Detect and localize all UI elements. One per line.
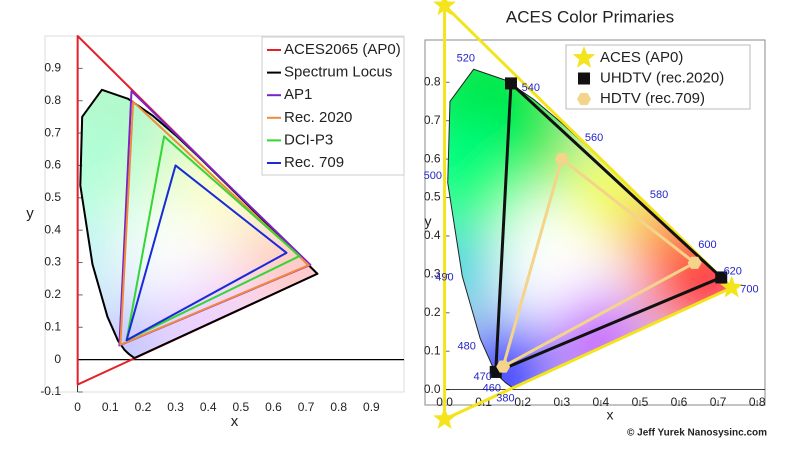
wavelength-label: 380 [496, 393, 514, 405]
wavelength-label: 490 [435, 272, 453, 284]
legend-box [261, 36, 405, 176]
x-tick-label: 0.3 [553, 395, 570, 409]
marker [687, 256, 702, 269]
wavelength-label: 500 [424, 170, 442, 182]
x-tick-label: 0.4 [200, 400, 217, 414]
legend-label: Spectrum Locus [284, 64, 392, 81]
y-tick-label: 0.4 [424, 228, 441, 242]
x-axis-label: x [231, 413, 239, 430]
marker [720, 275, 744, 298]
gamut-line [125, 135, 301, 342]
wavelength-label: 560 [585, 132, 603, 144]
x-tick-label: 0.6 [671, 395, 688, 409]
y-tick-label: 0.6 [44, 158, 61, 172]
gamut-line [443, 3, 734, 421]
legend-label: AP1 [284, 86, 312, 103]
legend-label: HDTV (rec.709) [600, 90, 705, 107]
marker [496, 360, 511, 373]
x-tick-label: 0.2 [514, 395, 531, 409]
y-axis-label: y [26, 205, 34, 222]
legend-swatch [572, 46, 596, 68]
legend-label: DCI-P3 [284, 131, 333, 148]
gamut-line [119, 100, 310, 346]
x-tick-label: 0.8 [749, 395, 766, 409]
y-tick-label: 0.6 [424, 151, 441, 165]
chart: 0.0 0.1 0.2 0.3 0.4 0.5 0.6 0.7 0.80.00.10.20.30… [424, 0, 767, 439]
y-tick-label: 0.8 [424, 74, 441, 88]
y-tick-label: 0.1 [424, 343, 441, 357]
y-tick-label: 0.5 [44, 190, 61, 204]
x-tick-label: 0.3 [167, 400, 184, 414]
x-tick-label: 0.5 [632, 395, 649, 409]
marker [715, 271, 728, 284]
y-tick-label: 0.3 [44, 255, 61, 269]
legend-label: Rec. 709 [284, 154, 344, 171]
chart-title: ACES Color Primaries [506, 7, 674, 26]
y-tick-label: 0 [54, 352, 61, 366]
legend-box [565, 44, 751, 110]
wavelength-label: 460 [483, 383, 501, 395]
x-tick-label: 0.1 [102, 400, 119, 414]
gamut-line [125, 164, 288, 342]
y-tick-label: -0.1 [40, 384, 61, 398]
x-tick-label: 0.5 [232, 400, 249, 414]
y-tick-label: 0.2 [424, 305, 441, 319]
marker [433, 407, 456, 429]
y-tick-label: 0.3 [424, 267, 441, 281]
y-tick-label: 0.1 [44, 319, 61, 333]
wavelength-label: 480 [457, 340, 475, 352]
wavelength-label: 700 [740, 283, 758, 295]
y-tick-label: 0.4 [44, 222, 61, 236]
wavelength-label: 470 [473, 371, 491, 383]
wavelength-label: 620 [724, 266, 742, 278]
x-tick-label: 0.6 [265, 400, 282, 414]
wavelength-label: 520 [457, 52, 475, 64]
chart: 0 0.1 0.2 0.3 0.4 0.5 0.6 0.7 0.8 0.9 -0.1 0 0.1 0.2 0… [26, 35, 405, 430]
gamut-line [501, 157, 697, 369]
y-tick-label: 0.0 [424, 382, 441, 396]
marker [433, 0, 456, 16]
y-tick-label: 0.7 [44, 125, 61, 139]
y-tick-label: 0.5 [424, 190, 441, 204]
x-tick-label: 0.4 [593, 395, 610, 409]
y-tick-label: 0.8 [44, 93, 61, 107]
legend-label: Rec. 2020 [284, 109, 352, 126]
x-tick-label: 0.9 [363, 400, 380, 414]
x-tick-label: 0.7 [298, 400, 315, 414]
marker [554, 153, 569, 166]
wavelength-label: 540 [522, 82, 540, 94]
credit: © Jeff Yurek Nanosysinc.com [627, 428, 767, 439]
legend: ACES2065 (AP0) Spectrum Locus AP1 Rec. 2020… [261, 36, 405, 176]
legend-label: ACES2065 (AP0) [284, 41, 401, 58]
x-axis-label: x [607, 407, 614, 423]
legend-label: UHDTV (rec.2020) [600, 69, 724, 86]
x-tick-label: 0.7 [710, 395, 727, 409]
x-tick-label: 0 [74, 400, 81, 414]
y-tick-label: 0.2 [44, 287, 61, 301]
y-axis-label: y [425, 213, 432, 229]
x-tick-label: 0.2 [135, 400, 152, 414]
legend-label: ACES (AP0) [600, 49, 683, 66]
gamut-line [494, 81, 723, 374]
marker [504, 77, 517, 90]
legend: ACES (AP0) UHDTV (rec.2020) HDTV (rec.709) [565, 44, 751, 110]
y-tick-label: 0.9 [44, 61, 61, 75]
legend-swatch [578, 72, 590, 85]
wavelength-label: 580 [650, 189, 668, 201]
x-tick-label: 0.8 [330, 400, 347, 414]
y-tick-label: 0.7 [424, 113, 441, 127]
legend-swatch [577, 92, 591, 106]
wavelength-label: 600 [698, 239, 716, 251]
